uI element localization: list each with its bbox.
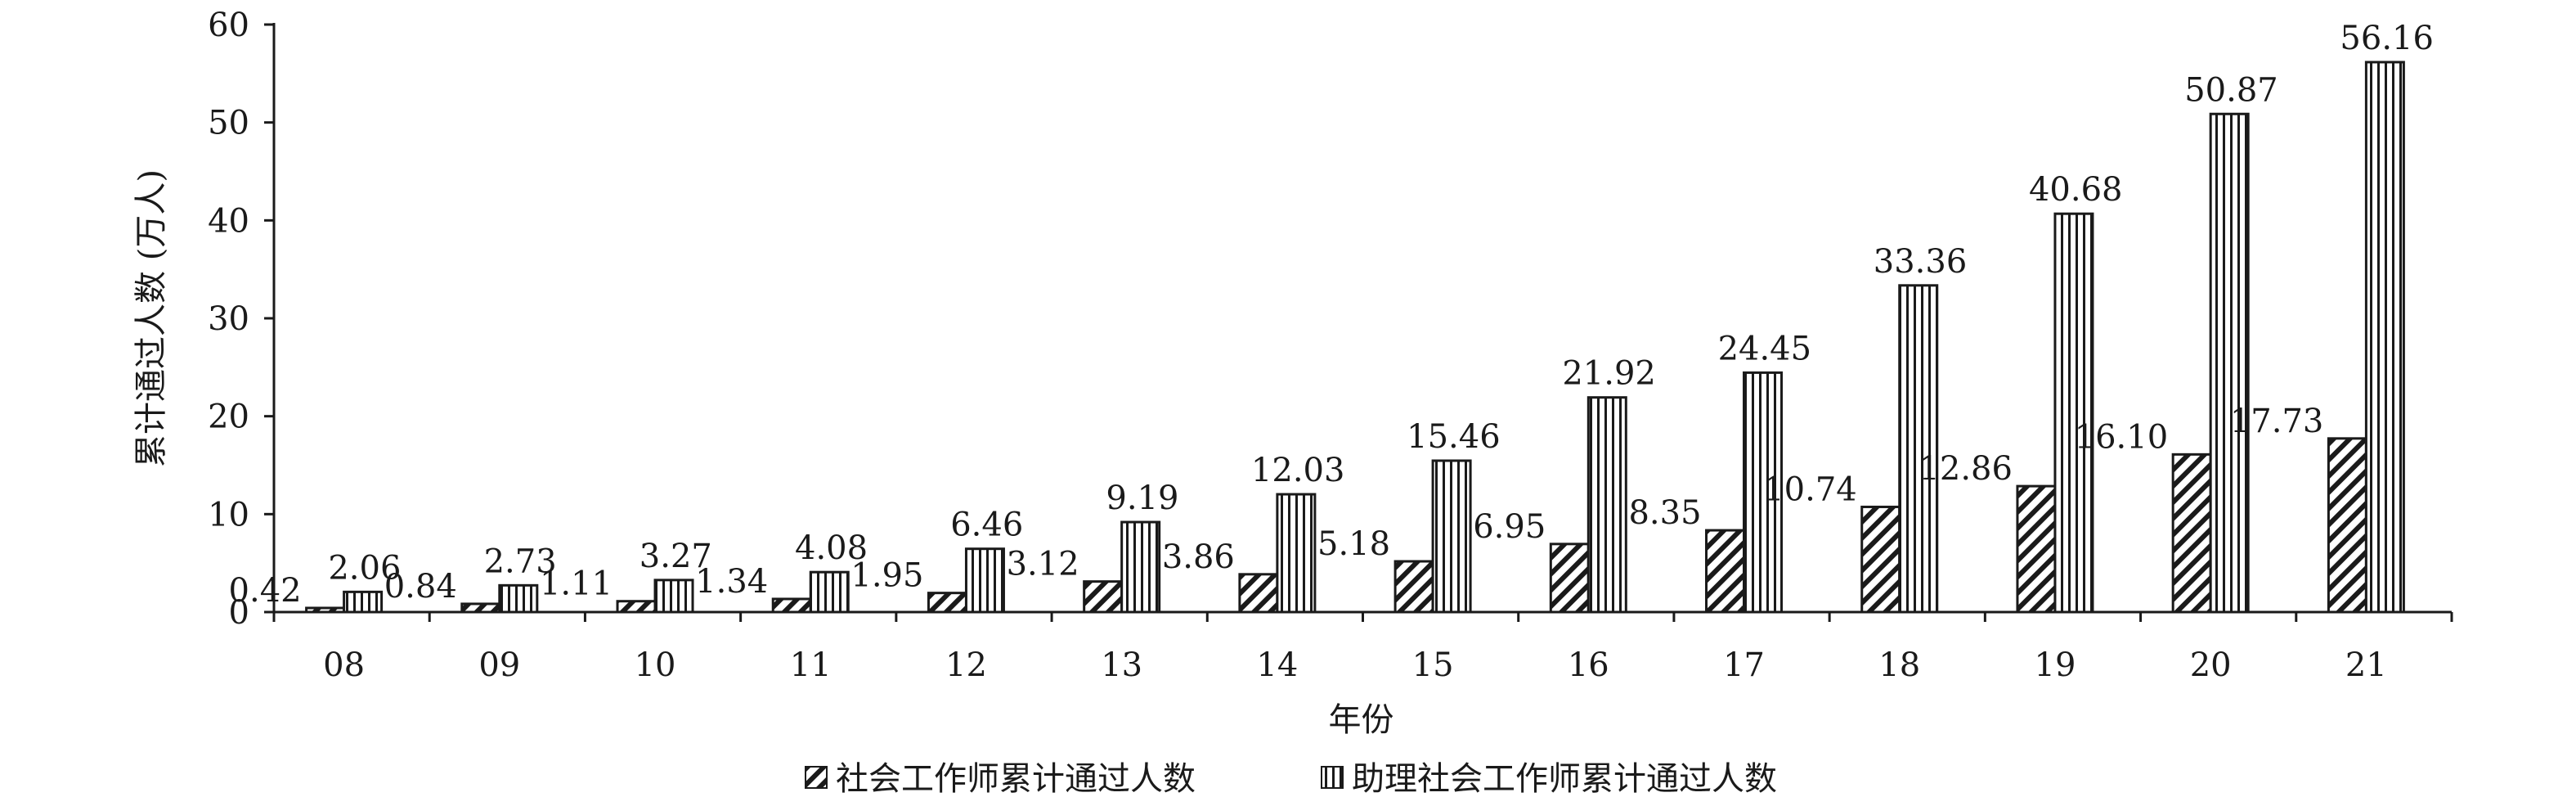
bar-series-2-08 bbox=[343, 590, 384, 614]
data-label-series-1: 12.86 bbox=[1919, 450, 2013, 488]
bar-series-2-21 bbox=[2364, 61, 2405, 614]
legend-item-series-2: 助理社会工作师累计通过人数 bbox=[1321, 760, 1777, 798]
x-tick-label: 12 bbox=[945, 646, 987, 684]
bar-series-1-11 bbox=[771, 597, 812, 614]
bar-series-1-15 bbox=[1393, 560, 1434, 614]
bar-series-1-19 bbox=[2016, 484, 2057, 614]
bar-series-2-10 bbox=[653, 579, 694, 614]
legend-item-series-1: 社会工作师累计通过人数 bbox=[805, 760, 1196, 798]
x-tick-label: 17 bbox=[1723, 646, 1765, 684]
x-tick-label: 13 bbox=[1101, 646, 1142, 684]
data-label-series-1: 8.35 bbox=[1628, 494, 1701, 532]
x-axis-title: 年份 bbox=[1329, 701, 1394, 739]
y-tick-label: 0 bbox=[229, 594, 249, 632]
data-label-series-2: 40.68 bbox=[2029, 171, 2123, 209]
bar-series-2-15 bbox=[1431, 459, 1472, 614]
y-tick-label: 60 bbox=[208, 7, 249, 44]
data-label-series-2: 4.08 bbox=[795, 529, 868, 567]
x-tick-label: 11 bbox=[790, 646, 832, 684]
data-label-series-2: 33.36 bbox=[1874, 243, 1968, 281]
bar-series-1-12 bbox=[927, 592, 967, 614]
x-tick-label: 16 bbox=[1568, 646, 1609, 684]
bar-series-2-11 bbox=[809, 570, 850, 614]
data-label-series-2: 2.06 bbox=[328, 549, 401, 587]
data-label-series-2: 56.16 bbox=[2340, 20, 2434, 57]
bar-series-2-20 bbox=[2209, 112, 2250, 614]
bar-series-2-14 bbox=[1276, 493, 1317, 614]
data-label-series-1: 6.95 bbox=[1473, 508, 1546, 546]
x-tick-label: 21 bbox=[2345, 646, 2387, 684]
data-label-series-1: 1.11 bbox=[540, 565, 613, 603]
data-label-series-1: 0.42 bbox=[229, 572, 302, 610]
bar-series-1-14 bbox=[1238, 573, 1279, 614]
y-tick-label: 30 bbox=[208, 300, 249, 338]
x-tick-label: 15 bbox=[1412, 646, 1454, 684]
legend-label: 助理社会工作师累计通过人数 bbox=[1352, 760, 1777, 798]
data-label-series-2: 9.19 bbox=[1106, 480, 1178, 517]
data-label-series-2: 24.45 bbox=[1718, 330, 1812, 367]
x-tick-label: 19 bbox=[2035, 646, 2076, 684]
data-label-series-2: 2.73 bbox=[484, 543, 557, 580]
data-label-series-1: 5.18 bbox=[1317, 525, 1390, 563]
data-label-series-1: 0.84 bbox=[384, 568, 457, 606]
y-tick-label: 40 bbox=[208, 202, 249, 240]
bar-series-2-13 bbox=[1120, 520, 1161, 614]
data-label-series-2: 3.27 bbox=[640, 538, 712, 575]
data-label-series-1: 16.10 bbox=[2075, 418, 2169, 456]
y-tick-label: 20 bbox=[208, 398, 249, 436]
legend-swatch-hatched bbox=[805, 766, 828, 789]
x-tick-label: 14 bbox=[1256, 646, 1298, 684]
x-tick-label: 09 bbox=[478, 646, 520, 684]
y-tick-label: 50 bbox=[208, 105, 249, 142]
x-tick-label: 20 bbox=[2190, 646, 2232, 684]
bar-series-1-18 bbox=[1860, 505, 1901, 614]
data-label-series-2: 50.87 bbox=[2184, 71, 2278, 109]
bar-series-1-20 bbox=[2171, 453, 2212, 614]
bar-series-2-18 bbox=[1898, 284, 1939, 614]
data-label-series-1: 3.12 bbox=[1007, 546, 1079, 583]
data-label-series-1: 1.95 bbox=[850, 557, 923, 595]
bar-series-1-09 bbox=[460, 602, 501, 614]
x-tick-label: 10 bbox=[635, 646, 676, 684]
y-ticks-layer: 0 10 20 30 40 50 60 bbox=[208, 7, 274, 632]
x-tick-label: 08 bbox=[323, 646, 365, 684]
legend-label: 社会工作师累计通过人数 bbox=[836, 760, 1196, 798]
legend: 社会工作师累计通过人数 助理社会工作师累计通过人数 bbox=[805, 760, 1777, 798]
y-axis-title: 累计通过人数 (万人) bbox=[132, 169, 170, 467]
data-label-series-2: 6.46 bbox=[950, 507, 1023, 544]
bar-series-1-21 bbox=[2327, 437, 2367, 614]
data-label-series-2: 15.46 bbox=[1407, 418, 1501, 456]
y-tick-label: 10 bbox=[208, 496, 249, 534]
legend-swatch-striped bbox=[1321, 766, 1344, 789]
bar-series-2-19 bbox=[2053, 212, 2094, 614]
bar-series-1-10 bbox=[616, 600, 657, 614]
bar-series-1-16 bbox=[1549, 543, 1590, 614]
data-label-series-1: 10.74 bbox=[1763, 471, 1857, 508]
bar-series-2-12 bbox=[964, 547, 1005, 614]
x-ticks-layer: 08 09 10 11 12 13 14 15 16 17 18 19 20 21 bbox=[272, 612, 2453, 684]
x-tick-label: 18 bbox=[1878, 646, 1920, 684]
bar-series-2-09 bbox=[498, 583, 539, 614]
data-label-series-2: 21.92 bbox=[1562, 355, 1656, 393]
bar-series-2-16 bbox=[1586, 396, 1627, 614]
bar-series-1-17 bbox=[1705, 529, 1746, 614]
data-label-series-1: 1.34 bbox=[695, 563, 768, 601]
data-label-series-2: 12.03 bbox=[1251, 452, 1345, 489]
data-label-series-1: 3.86 bbox=[1162, 538, 1235, 576]
data-label-series-1: 17.73 bbox=[2230, 403, 2324, 440]
data-labels-layer: 0.42 2.060.84 2.731.11 3.271.34 4.081.95 6.46… bbox=[229, 20, 2434, 610]
bar-series-1-13 bbox=[1083, 580, 1124, 614]
